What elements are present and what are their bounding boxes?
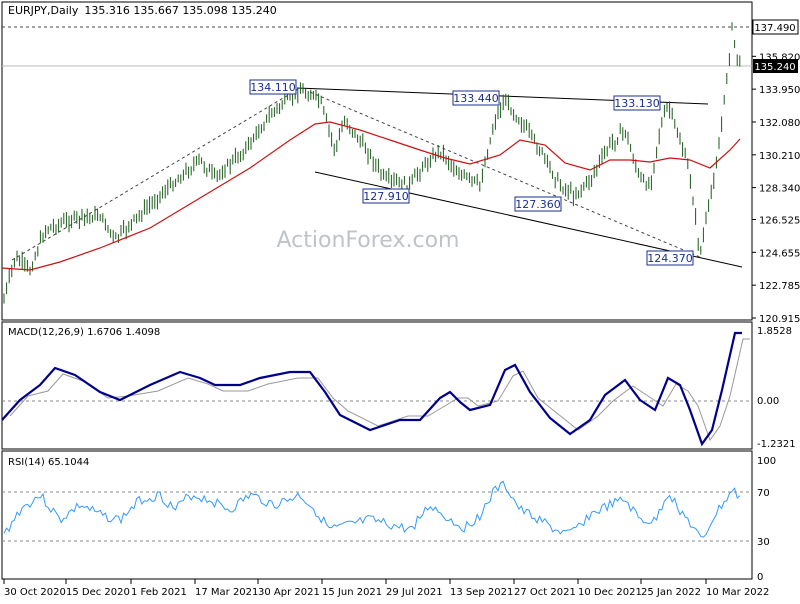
top-price-tag: 137.490 [752, 19, 799, 35]
price-axis-label: 135.820 [759, 52, 800, 63]
price-axis-label: 132.080 [759, 118, 800, 129]
rsi-panel-frame [1, 450, 753, 580]
price-header: EURJPY,Daily 135.316 135.667 135.098 135.… [8, 4, 277, 17]
date-axis-label: 17 Mar 2021 [195, 587, 258, 598]
rsi-axis-70: 70 [757, 488, 770, 499]
price-axis-label: 120.915 [759, 314, 800, 325]
macd-signal-line [9, 338, 750, 442]
date-axis-label: 30 Apr 2021 [258, 587, 320, 598]
price-header-symbol: EURJPY,Daily [8, 4, 79, 17]
date-axis-label: 27 Oct 2021 [514, 587, 576, 598]
falling-dashed-trendline [309, 91, 701, 258]
price-panel-frame [1, 1, 753, 321]
annotation-label: 133.130 [614, 97, 660, 110]
date-axis: 30 Oct 2020 15 Dec 2020 1 Feb 2021 17 Mar 2… [3, 579, 769, 598]
macd-axis-bottom: -1.2321 [757, 439, 796, 450]
macd-panel-frame [1, 321, 753, 450]
price-axis-label: 124.655 [759, 248, 800, 259]
price-axis-label: 130.210 [759, 151, 800, 162]
price-bars [3, 22, 741, 304]
annotation-127-360: 127.360 [514, 196, 562, 212]
date-axis-label: 10 Dec 2021 [578, 587, 642, 598]
date-axis-label: 30 Oct 2020 [4, 587, 66, 598]
rsi-header: RSI(14) 65.1044 [8, 457, 89, 468]
price-axis-label: 133.950 [759, 85, 800, 96]
date-axis-label: 15 Dec 2020 [66, 587, 130, 598]
macd-axis-top: 1.8528 [757, 326, 792, 337]
price-axis-label: 126.525 [759, 216, 800, 227]
annotation-133-440: 133.440 [452, 90, 500, 106]
annotation-label: 133.440 [453, 92, 499, 105]
current-price-tag-label: 135.240 [754, 62, 795, 73]
date-axis-label: 10 Mar 2022 [706, 587, 769, 598]
price-axis-label: 122.785 [759, 281, 800, 292]
annotation-124-370: 124.370 [646, 250, 694, 266]
rsi-axis-0: 0 [757, 572, 763, 583]
annotation-label: 124.370 [647, 252, 693, 265]
macd-header: MACD(12,26,9) 1.6706 1.4098 [8, 327, 160, 338]
rsi-line [3, 480, 741, 538]
price-axis-label: 128.340 [759, 184, 800, 195]
rising-dashed-trendline [11, 87, 301, 261]
top-price-tag-label: 137.490 [754, 23, 795, 34]
rsi-axis-30: 30 [757, 537, 770, 548]
annotation-133-130: 133.130 [613, 95, 661, 111]
date-axis-label: 25 Jan 2022 [641, 587, 701, 598]
date-axis-label: 1 Feb 2021 [131, 587, 187, 598]
price-header-ohlc: 135.316 135.667 135.098 135.240 [84, 4, 276, 17]
price-axis: 135.820 133.950 132.080 130.210 128.340 126.5… [752, 52, 800, 325]
macd-line [1, 331, 742, 447]
annotation-label: 127.910 [363, 190, 409, 203]
date-axis-label: 15 Jun 2021 [322, 587, 382, 598]
date-axis-label: 13 Sep 2021 [450, 587, 513, 598]
moving-average-line [1, 121, 741, 271]
annotation-label: 134.110 [250, 81, 296, 94]
annotation-134-110: 134.110 [249, 79, 297, 95]
watermark: ActionForex.com [277, 228, 460, 253]
rsi-axis-100: 100 [757, 456, 776, 467]
annotation-label: 127.360 [515, 198, 561, 211]
macd-axis-zero: 0.00 [757, 396, 779, 407]
current-price-tag: 135.240 [753, 59, 798, 73]
date-axis-label: 29 Jul 2021 [386, 587, 443, 598]
annotation-127-910: 127.910 [362, 188, 410, 204]
